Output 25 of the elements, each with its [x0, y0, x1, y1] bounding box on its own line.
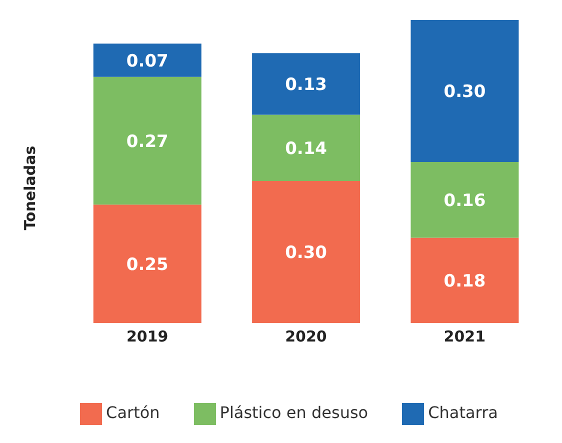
y-axis-title: Toneladas — [21, 146, 39, 230]
bar — [93, 76, 202, 205]
data-label: 0.13 — [285, 74, 328, 95]
legend-label: Chatarra — [428, 403, 498, 422]
legend-label: Cartón — [106, 403, 160, 422]
bar — [410, 162, 519, 238]
x-tick-label: 2019 — [126, 328, 168, 346]
bar — [252, 114, 360, 181]
bar — [252, 53, 360, 115]
data-label: 0.30 — [444, 82, 486, 102]
data-label: 0.07 — [126, 51, 168, 72]
data-label: 0.25 — [126, 254, 168, 275]
bar — [252, 180, 360, 323]
bar — [410, 238, 519, 323]
data-label: 0.16 — [444, 190, 486, 211]
bar — [93, 44, 202, 77]
x-tick-label: 2021 — [444, 328, 486, 346]
x-tick-label: 2020 — [285, 328, 327, 346]
bar — [410, 20, 519, 162]
legend-label: Plástico en desuso — [220, 403, 368, 422]
data-label: 0.18 — [444, 271, 486, 292]
data-label: 0.30 — [285, 243, 328, 264]
bar — [93, 204, 202, 323]
data-label: 0.27 — [126, 132, 168, 152]
data-label: 0.14 — [285, 138, 328, 159]
